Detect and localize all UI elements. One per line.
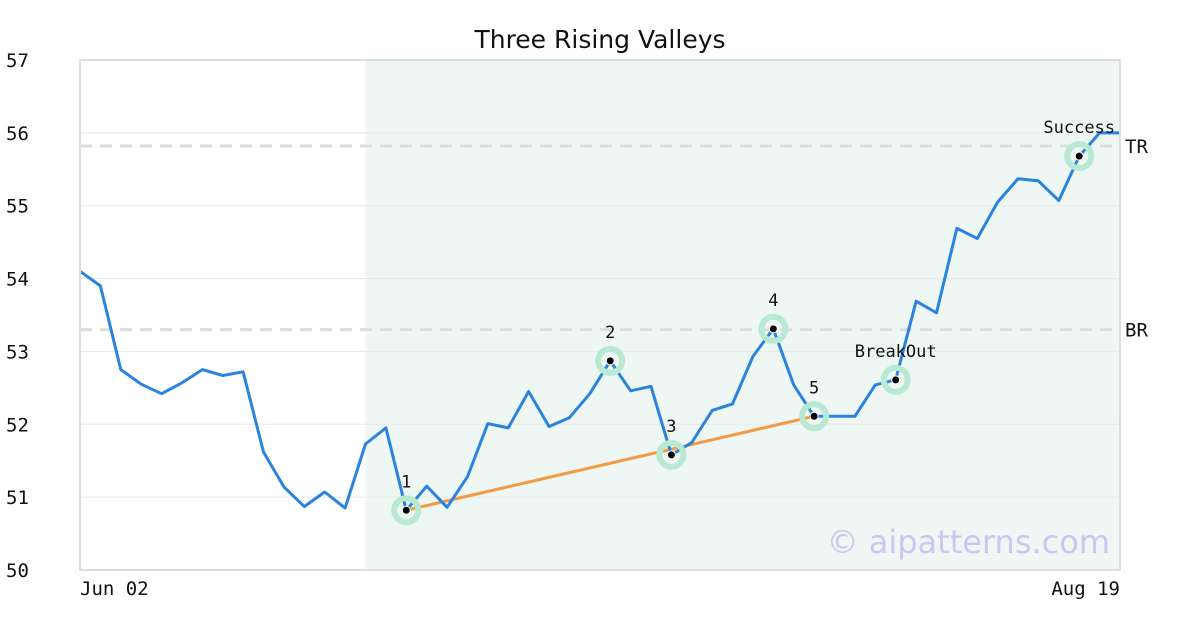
- marker-label: 5: [809, 378, 819, 398]
- marker-halo: [880, 364, 911, 395]
- marker-label: 3: [666, 417, 676, 437]
- trendline: [405, 414, 815, 512]
- marker-label: 1: [401, 472, 411, 492]
- marker-dot: [809, 411, 819, 421]
- price-line: [79, 131, 1120, 512]
- marker-halo: [1064, 141, 1095, 172]
- y-tick-label: 50: [6, 560, 29, 582]
- marker-dot: [768, 324, 778, 334]
- x-tick-label: Jun 02: [80, 578, 149, 600]
- markers-layer: 1 2 3 4 5 BreakOut Success: [391, 118, 1115, 526]
- y-tick-label: 54: [6, 269, 29, 291]
- marker-label: Success: [1043, 118, 1115, 138]
- level-lines-layer: TR BR: [80, 136, 1148, 342]
- marker-halo: [758, 313, 789, 344]
- y-tick-label: 51: [6, 487, 29, 509]
- y-tick-label: 56: [6, 123, 29, 145]
- marker-dot: [605, 356, 615, 366]
- y-tick-label: 55: [6, 196, 29, 218]
- watermark: © aipatterns.com: [827, 523, 1110, 561]
- level-label: BR: [1125, 320, 1148, 342]
- marker-dot: [1074, 151, 1084, 161]
- plot-border: [79, 59, 1121, 571]
- marker-dot: [666, 450, 676, 460]
- marker-halo: [595, 345, 626, 376]
- marker-label: 4: [768, 291, 778, 311]
- y-tick-label: 53: [6, 341, 29, 363]
- trendline-layer: [405, 414, 815, 512]
- marker-label: BreakOut: [855, 342, 937, 362]
- y-tick-label: 57: [6, 50, 29, 72]
- marker-halo: [391, 495, 422, 526]
- marker-halo: [656, 439, 687, 470]
- price-line-layer: [79, 131, 1120, 512]
- x-tick-label: Aug 19: [1051, 578, 1120, 600]
- marker-halo: [799, 401, 830, 432]
- chart-title: Three Rising Valleys: [473, 25, 725, 54]
- y-axis-ticks: 50 51 52 53 54 55 56 57: [6, 50, 29, 582]
- level-label: TR: [1125, 136, 1148, 158]
- x-axis-ticks: Jun 02 Aug 19: [80, 578, 1120, 600]
- y-tick-label: 52: [6, 414, 29, 436]
- marker-dot: [401, 505, 411, 515]
- marker-dot: [891, 375, 901, 385]
- marker-label: 2: [605, 323, 615, 343]
